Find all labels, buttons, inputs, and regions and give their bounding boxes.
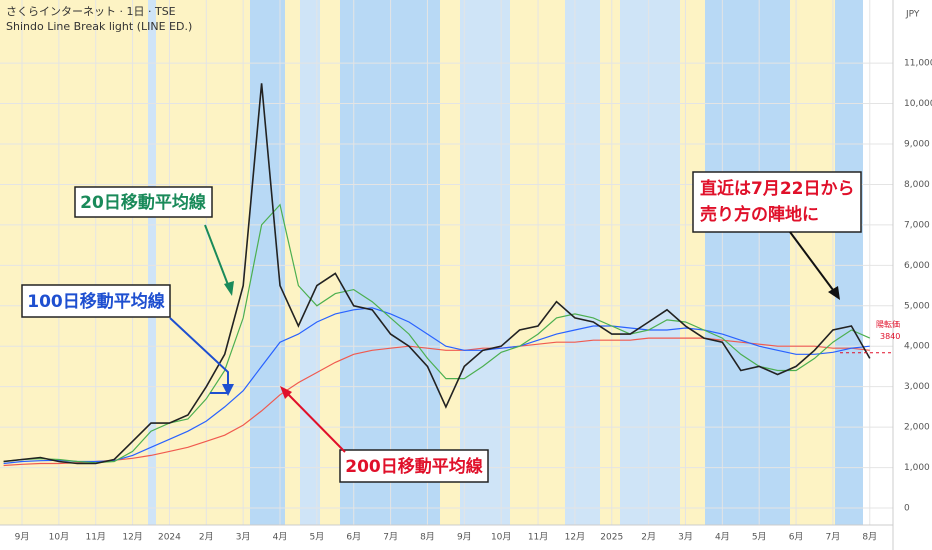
x-tick-label: 11月 <box>528 532 548 543</box>
x-tick-label: 3月 <box>678 532 693 543</box>
annotation: 直近は7月22日から <box>700 178 855 199</box>
annotation: 200日移動平均線 <box>345 456 483 477</box>
x-tick-label: 8月 <box>420 532 435 543</box>
y-tick-label: 8,000 <box>904 180 930 190</box>
annotation-ma20: 20日移動平均線 <box>74 186 234 296</box>
plot <box>3 83 893 467</box>
regime-bands <box>0 0 863 525</box>
x-tick-label: 7月 <box>826 532 841 543</box>
y-tick-label: 9,000 <box>904 139 930 149</box>
reversal-value: 3840 <box>880 332 900 341</box>
x-tick-label: 2月 <box>641 532 656 543</box>
series-line <box>3 307 870 465</box>
series-line <box>3 83 871 465</box>
x-tick-label: 8月 <box>862 532 877 543</box>
x-tick-label: 9月 <box>15 532 30 543</box>
y-tick-label: 1,000 <box>904 463 930 473</box>
x-tick-label: 2025 <box>600 533 623 543</box>
x-tick-label: 5月 <box>752 532 767 543</box>
x-tick-label: 2024 <box>158 533 181 543</box>
y-tick-label: 0 <box>904 504 910 514</box>
y-tick-label: 4,000 <box>904 342 930 352</box>
annotation-ma200: 200日移動平均線 <box>280 386 489 483</box>
x-tick-label: 6月 <box>789 532 804 543</box>
x-tick-label: 12月 <box>122 532 142 543</box>
x-tick-label: 7月 <box>383 532 398 543</box>
y-tick-label: 7,000 <box>904 220 930 230</box>
annotation: 売り方の陣地に <box>700 204 819 225</box>
annotation-recent: 直近は7月22日から 売り方の陣地に <box>692 171 862 300</box>
x-tick-label: 4月 <box>715 532 730 543</box>
y-tick-label: 2,000 <box>904 423 930 433</box>
y-tick-label: 10,000 <box>904 99 932 109</box>
currency: JPY <box>905 10 920 20</box>
y-tick-label: 6,000 <box>904 261 930 271</box>
x-tick-label: 10月 <box>491 532 511 543</box>
x-tick-label: 12月 <box>565 532 585 543</box>
x-tick-label: 11月 <box>85 532 105 543</box>
x-tick-label: 5月 <box>310 532 325 543</box>
series-line <box>3 203 871 464</box>
x-tick-label: 6月 <box>346 532 361 543</box>
chart-title: さくらインターネット · 1日 · TSE <box>6 5 176 18</box>
y-tick-label: 5,000 <box>904 301 930 311</box>
chart-subtitle: Shindo Line Break light (LINE ED.) <box>6 20 192 33</box>
x-tick-label: 4月 <box>273 532 288 543</box>
y-tick-label: 11,000 <box>904 59 932 69</box>
x-tick-label: 9月 <box>457 532 472 543</box>
annotation-ma100: 100日移動平均線 <box>21 284 234 396</box>
x-tick-label: 3月 <box>236 532 251 543</box>
annotation: 100日移動平均線 <box>27 291 165 312</box>
y-tick-label: 3,000 <box>904 382 930 392</box>
x-tick-label: 2月 <box>199 532 214 543</box>
annotation: 20日移動平均線 <box>80 192 206 213</box>
x-tick-label: 10月 <box>49 532 69 543</box>
reversal-label: 陽転価 <box>876 319 900 329</box>
